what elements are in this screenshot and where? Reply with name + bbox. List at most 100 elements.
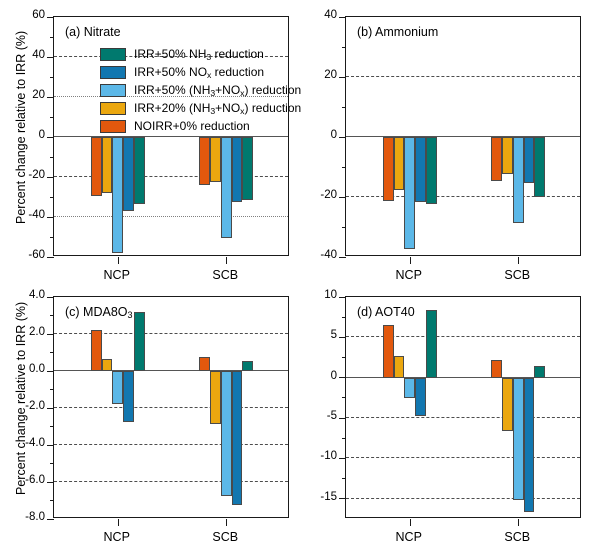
bar-d-ncp-s4 [425,309,437,378]
y-tick-mark [339,457,346,459]
bar-a-scb-s2 [220,137,232,239]
bar-a-ncp-s0 [90,137,102,197]
y-minor-tick [50,389,54,390]
y-tick-label: 0 [330,369,337,382]
bar-c-scb-s0 [199,356,211,371]
y-tick-mark [47,176,54,178]
legend-swatch [100,65,126,79]
bar-a-scb-s1 [210,137,221,182]
x-axis-label-ncp: NCP [395,268,422,282]
y-tick-label: 40 [32,49,45,61]
y-axis-title-panel-a: Percent change relative to IRR (%) [14,30,28,224]
zero-baseline [346,376,580,378]
bar-b-scb-s3 [523,137,535,183]
y-tick-label: 40 [324,9,337,21]
y-minor-tick [342,106,346,108]
y-tick-label: -8.0 [25,511,45,523]
x-tick-mark [518,257,520,264]
bar-d-scb-s3 [523,377,535,512]
bar-c-ncp-s2 [112,371,124,405]
y-tick-label: -15 [320,490,337,503]
bar-d-scb-s0 [491,359,503,378]
y-tick-label: -40 [320,249,337,261]
y-tick-label: 0.0 [29,363,45,375]
y-tick-label: 0 [330,129,337,141]
legend-swatch [100,47,126,61]
bar-b-ncp-s3 [415,137,426,203]
y-tick-label: 10 [324,289,337,301]
bar-c-scb-s4 [242,360,254,371]
y-tick-label: 5 [330,329,337,342]
bar-c-scb-s1 [210,371,221,425]
bar-a-ncp-s1 [101,137,113,193]
bar-b-scb-s0 [491,137,503,182]
bar-a-scb-s4 [242,137,254,201]
zero-baseline [54,370,288,371]
y-tick-label: 0 [38,129,45,141]
x-tick-mark [409,257,411,264]
gridline [54,481,288,482]
y-minor-tick [342,478,346,480]
x-axis-label-ncp: NCP [103,530,130,544]
gridline [54,407,288,408]
gridline [54,176,288,177]
zero-baseline [346,136,580,137]
bar-d-ncp-s3 [415,377,426,416]
y-tick-mark [47,56,54,58]
y-tick-label: 20 [324,69,337,81]
y-minor-tick [342,316,346,318]
y-minor-tick [342,166,346,168]
panel-title-b: (b) Ammonium [357,25,439,39]
plot-area-panel-a [47,16,289,264]
bar-c-ncp-s0 [90,329,102,371]
x-axis-label-scb: SCB [504,268,531,282]
y-minor-tick [50,76,54,78]
x-tick-mark [117,257,119,264]
y-tick-label: -2.0 [25,400,45,412]
y-tick-label: 4.0 [29,289,45,301]
x-axis-label-scb: SCB [212,530,239,544]
gridline [346,196,580,197]
y-tick-label: -5 [326,410,337,423]
y-minor-tick [50,196,54,198]
y-minor-tick [50,236,54,238]
gridline [346,457,580,459]
bar-b-ncp-s2 [404,137,416,249]
bar-d-ncp-s2 [404,377,416,398]
gridline [54,216,288,217]
panel-title-c: (c) MDA8O3 [65,305,133,320]
y-tick-mark [339,136,346,138]
x-axis-label-ncp: NCP [395,530,422,544]
y-tick-mark [47,16,54,18]
panel-title-a: (a) Nitrate [65,25,121,39]
plot-area-panel-b [339,16,581,264]
y-minor-tick [50,36,54,38]
x-tick-mark [226,519,228,526]
y-tick-mark [47,481,54,483]
bar-b-scb-s1 [502,137,513,175]
y-minor-tick [342,46,346,48]
x-tick-mark [409,519,411,526]
y-minor-tick [50,500,54,501]
x-tick-mark [518,519,520,526]
bar-a-ncp-s3 [123,137,134,211]
x-tick-mark [117,519,119,526]
y-tick-mark [47,296,54,298]
bar-c-ncp-s3 [123,371,134,422]
y-minor-tick [342,437,346,439]
y-minor-tick [50,116,54,118]
y-tick-label: 20 [32,89,45,101]
y-tick-label: 2.0 [29,326,45,338]
legend-swatch [100,83,126,97]
y-tick-mark [47,518,54,520]
y-tick-mark [339,296,346,298]
y-tick-mark [339,417,346,419]
bar-d-ncp-s1 [393,355,405,378]
x-axis-label-scb: SCB [504,530,531,544]
y-minor-tick [342,226,346,228]
y-minor-tick [50,156,54,158]
y-minor-tick [50,463,54,464]
y-tick-label: -10 [320,450,337,463]
bar-c-scb-s2 [220,371,232,497]
